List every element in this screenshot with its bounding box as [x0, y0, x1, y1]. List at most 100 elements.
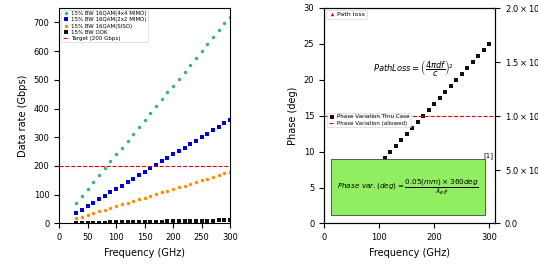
15% BW 16QAM(4x4 MIMO) [73, 201, 80, 204]
15% BW 16QAM(2x2 MIMO) [102, 194, 108, 197]
15% BW 16QAM(2x2 MIMO) [118, 184, 125, 187]
15% BW 16QAM(SISO) [221, 172, 228, 175]
15% BW 16QAM(2x2 MIMO) [73, 211, 80, 215]
15% BW 16QAM(SISO) [227, 170, 233, 173]
Phase Variation Thru Case [381, 156, 388, 159]
15% BW 16QAM(SISO) [113, 205, 119, 208]
15% BW OOK [118, 221, 125, 224]
15% BW 16QAM(4x4 MIMO) [193, 56, 199, 60]
15% BW 16QAM(2x2 MIMO) [130, 177, 137, 180]
Phase Variation Thru Case [409, 126, 415, 129]
15% BW OOK [193, 219, 199, 222]
15% BW 16QAM(2x2 MIMO) [113, 187, 119, 190]
15% BW 16QAM(SISO) [73, 217, 80, 220]
Phase Variation Thru Case [354, 186, 360, 189]
Phase Variation Thru Case [431, 102, 437, 105]
15% BW 16QAM(SISO) [210, 175, 216, 178]
Phase Variation Thru Case [371, 168, 377, 171]
15% BW OOK [170, 220, 176, 223]
Target (200 Gbps) [56, 164, 63, 168]
15% BW 16QAM(4x4 MIMO) [204, 43, 210, 46]
15% BW 16QAM(SISO) [130, 200, 137, 203]
15% BW OOK [73, 222, 80, 225]
15% BW 16QAM(2x2 MIMO) [159, 160, 165, 163]
Text: $\mathit{PathLoss}=\left(\dfrac{4\pi df}{c}\right)^{\!2}$: $\mathit{PathLoss}=\left(\dfrac{4\pi df}… [373, 58, 453, 78]
X-axis label: Frequency (GHz): Frequency (GHz) [104, 248, 185, 258]
15% BW 16QAM(4x4 MIMO) [159, 98, 165, 101]
15% BW OOK [153, 220, 159, 223]
Phase Variation Thru Case [420, 114, 427, 117]
15% BW 16QAM(4x4 MIMO) [113, 153, 119, 156]
15% BW 16QAM(2x2 MIMO) [141, 170, 148, 173]
15% BW 16QAM(4x4 MIMO) [170, 84, 176, 87]
15% BW OOK [227, 219, 233, 222]
15% BW 16QAM(SISO) [175, 186, 182, 189]
Phase Variation (allowed) [321, 114, 327, 117]
Phase Variation (allowed) [321, 114, 328, 117]
15% BW 16QAM(4x4 MIMO) [102, 167, 108, 170]
15% BW 16QAM(SISO) [84, 213, 91, 217]
Phase Variation Thru Case [464, 66, 471, 69]
15% BW 16QAM(4x4 MIMO) [210, 36, 216, 39]
15% BW 16QAM(4x4 MIMO) [79, 194, 85, 197]
15% BW 16QAM(4x4 MIMO) [84, 187, 91, 190]
Phase Variation Thru Case [343, 198, 349, 201]
Line: 15% BW 16QAM(4x4 MIMO): 15% BW 16QAM(4x4 MIMO) [75, 15, 232, 205]
15% BW OOK [210, 219, 216, 222]
15% BW 16QAM(2x2 MIMO) [210, 129, 216, 132]
15% BW 16QAM(SISO) [147, 194, 153, 197]
15% BW 16QAM(4x4 MIMO) [136, 125, 142, 128]
15% BW 16QAM(SISO) [187, 182, 194, 185]
Line: 15% BW 16QAM(SISO): 15% BW 16QAM(SISO) [75, 170, 232, 220]
15% BW OOK [124, 221, 131, 224]
15% BW 16QAM(2x2 MIMO) [221, 122, 228, 125]
15% BW 16QAM(4x4 MIMO) [153, 105, 159, 108]
Phase Variation Thru Case [442, 90, 449, 93]
15% BW 16QAM(2x2 MIMO) [164, 156, 171, 160]
15% BW 16QAM(SISO) [215, 174, 222, 177]
15% BW OOK [136, 220, 142, 223]
Phase Variation Thru Case [387, 150, 393, 153]
15% BW 16QAM(4x4 MIMO) [96, 174, 102, 177]
15% BW 16QAM(4x4 MIMO) [90, 180, 97, 184]
15% BW 16QAM(SISO) [136, 198, 142, 201]
Y-axis label: Phase (deg): Phase (deg) [288, 86, 298, 145]
Phase Variation Thru Case [486, 42, 493, 45]
15% BW OOK [147, 220, 153, 223]
X-axis label: Frequency (GHz): Frequency (GHz) [369, 248, 450, 258]
15% BW OOK [204, 219, 210, 222]
15% BW 16QAM(2x2 MIMO) [187, 143, 194, 146]
Phase Variation Thru Case [415, 120, 421, 123]
15% BW OOK [187, 219, 194, 223]
Line: 15% BW OOK: 15% BW OOK [75, 218, 232, 225]
15% BW OOK [175, 219, 182, 223]
15% BW 16QAM(2x2 MIMO) [175, 149, 182, 153]
15% BW OOK [96, 221, 102, 224]
15% BW 16QAM(4x4 MIMO) [181, 70, 188, 73]
Phase Variation Thru Case [426, 108, 432, 111]
Phase Variation Thru Case [398, 138, 405, 141]
15% BW 16QAM(2x2 MIMO) [204, 132, 210, 135]
15% BW OOK [164, 220, 171, 223]
15% BW OOK [107, 221, 114, 224]
15% BW 16QAM(2x2 MIMO) [124, 180, 131, 184]
15% BW OOK [102, 221, 108, 224]
15% BW OOK [181, 219, 188, 223]
Phase Variation Thru Case [404, 132, 410, 135]
15% BW 16QAM(4x4 MIMO) [227, 15, 233, 18]
15% BW 16QAM(4x4 MIMO) [141, 118, 148, 122]
Phase Variation Thru Case [453, 78, 459, 81]
15% BW 16QAM(2x2 MIMO) [107, 191, 114, 194]
15% BW 16QAM(2x2 MIMO) [215, 125, 222, 128]
15% BW 16QAM(SISO) [204, 177, 210, 180]
15% BW OOK [79, 221, 85, 225]
15% BW 16QAM(2x2 MIMO) [193, 139, 199, 142]
15% BW OOK [159, 220, 165, 223]
Phase Variation Thru Case [393, 144, 399, 147]
15% BW 16QAM(2x2 MIMO) [153, 163, 159, 167]
15% BW 16QAM(2x2 MIMO) [181, 146, 188, 149]
Text: $\mathit{Phase\ var.(deg)=\dfrac{0.05(mm)\times 360deg}{\lambda_{eff}}}$: $\mathit{Phase\ var.(deg)=\dfrac{0.05(mm… [337, 177, 479, 197]
15% BW 16QAM(SISO) [199, 179, 205, 182]
Phase Variation Thru Case [448, 84, 454, 87]
Legend: Phase Variation Thru Case, Phase Variation (allowed): Phase Variation Thru Case, Phase Variati… [327, 113, 411, 127]
